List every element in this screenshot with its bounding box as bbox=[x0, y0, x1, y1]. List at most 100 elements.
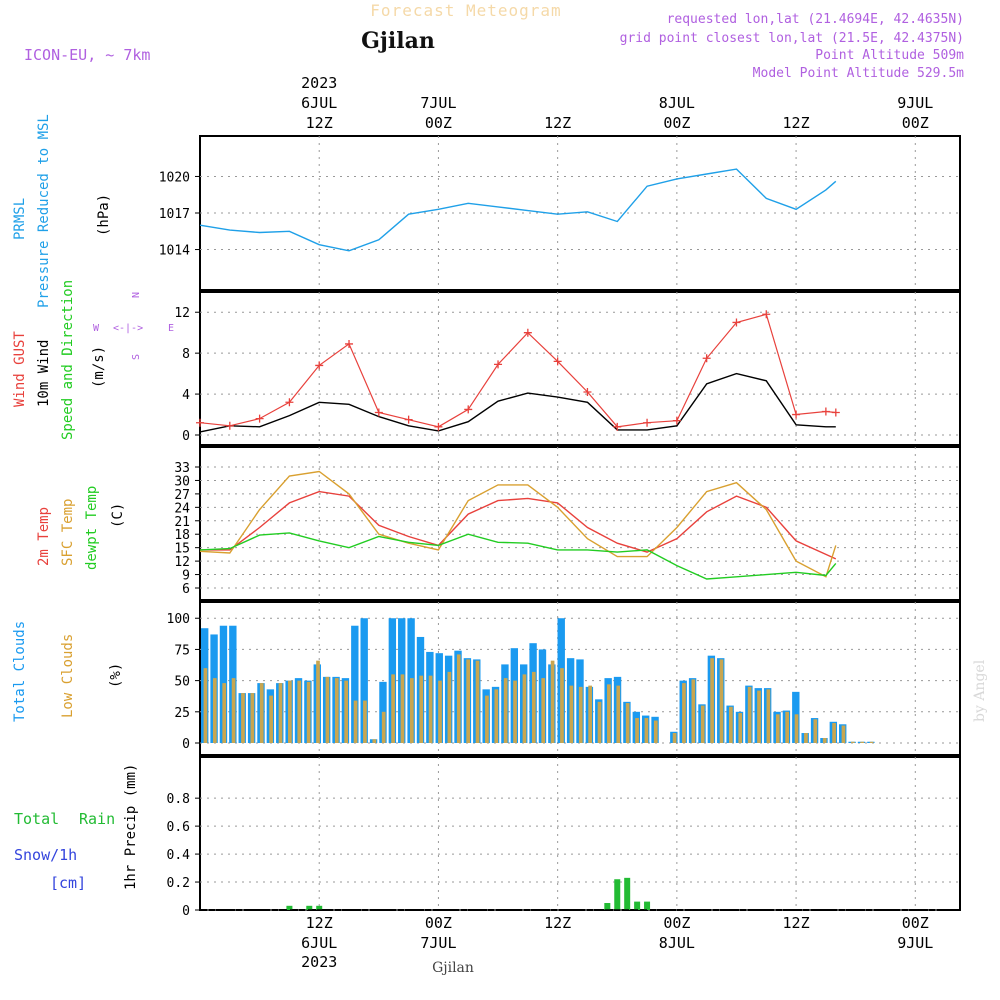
bottom-time-label-1-line2: 7JUL bbox=[420, 934, 456, 952]
bottom-time-label-3-line1: 00Z bbox=[663, 914, 690, 932]
gust-marker-13 bbox=[583, 388, 592, 397]
low-cloud-bar-6 bbox=[259, 683, 264, 743]
low-cloud-bar-69 bbox=[850, 741, 855, 743]
low-cloud-bar-13 bbox=[325, 676, 330, 743]
low-cloud-bar-10 bbox=[297, 680, 302, 743]
temp-labels: 2m Temp SFC Temp dewpt Temp (C) bbox=[36, 486, 126, 570]
top-time-label-5-line2: 9JUL bbox=[897, 94, 933, 112]
wind-line bbox=[199, 372, 836, 433]
ytick-label-temperature-2: 12 bbox=[174, 555, 190, 570]
low-cloud-bar-42 bbox=[597, 701, 602, 743]
gust-marker-20 bbox=[792, 410, 801, 419]
ytick-label-temperature-4: 18 bbox=[174, 528, 190, 543]
gust-marker-21 bbox=[821, 407, 830, 416]
wind-dir-label: Speed and Direction bbox=[60, 280, 76, 440]
gust-marker-9 bbox=[464, 405, 473, 414]
low-cloud-bar-52 bbox=[691, 679, 696, 743]
precip-labels: Total Rain Snow/1h [cm] 1hr Precip (mm) bbox=[14, 764, 139, 892]
bottom-time-label-0-line3: 2023 bbox=[301, 953, 337, 971]
low-cloud-bar-67 bbox=[832, 723, 836, 743]
bottom-time-label-5-line2: 9JUL bbox=[897, 934, 933, 952]
low-cloud-bar-48 bbox=[653, 720, 658, 743]
panel-frame-3 bbox=[199, 601, 961, 756]
gust-marker-0 bbox=[196, 418, 204, 427]
low-cloud-bar-55 bbox=[719, 659, 724, 743]
gust-marker-15 bbox=[643, 418, 652, 427]
low-cloud-bar-27 bbox=[456, 654, 461, 743]
low-cloud-bar-51 bbox=[682, 683, 686, 743]
axis-tick-labels: 1014101710200481269121518212427303302550… bbox=[159, 170, 200, 919]
low-cloud-bar-0 bbox=[203, 668, 208, 743]
top-time-label-3-line2: 8JUL bbox=[659, 94, 695, 112]
low-cloud-bar-57 bbox=[738, 713, 743, 743]
precip-cm-label: [cm] bbox=[50, 874, 86, 892]
low-cloud-bar-37 bbox=[550, 660, 555, 743]
ytick-label-clouds-4: 100 bbox=[167, 612, 190, 627]
top-time-label-5-line3: 00Z bbox=[902, 114, 929, 132]
compass-mid: <-|-> bbox=[113, 323, 143, 334]
ytick-label-wind-2: 8 bbox=[182, 347, 190, 362]
low-cloud-bar-54 bbox=[710, 658, 714, 743]
low-cloud-bar-30 bbox=[485, 695, 489, 743]
total-cloud-bar-17 bbox=[360, 618, 368, 743]
low-cloud-bar-35 bbox=[531, 671, 536, 743]
location-title: Gjilan bbox=[361, 28, 435, 54]
dewpt-line bbox=[199, 532, 837, 580]
low-cloud-bar-26 bbox=[447, 671, 452, 743]
top-time-label-4-line3: 12Z bbox=[783, 114, 810, 132]
ytick-label-clouds-2: 50 bbox=[174, 675, 190, 690]
ytick-label-temperature-5: 21 bbox=[174, 515, 190, 530]
ytick-label-wind-1: 4 bbox=[182, 388, 190, 403]
precip-total-label: Total bbox=[14, 810, 59, 828]
ytick-label-clouds-3: 75 bbox=[174, 643, 190, 658]
wind-label: 10m Wind bbox=[36, 340, 52, 407]
low-cloud-bar-40 bbox=[578, 686, 583, 743]
low-cloud-bar-41 bbox=[588, 685, 592, 743]
low-cloud-bar-20 bbox=[391, 674, 395, 743]
low-cloud-bar-45 bbox=[625, 703, 630, 743]
precip-bar-5 bbox=[624, 877, 631, 910]
low-cloud-bar-44 bbox=[616, 685, 621, 743]
pressure-label-2: Pressure Reduced to MSL bbox=[36, 114, 52, 308]
data-plots bbox=[196, 168, 960, 911]
low-cloud-bar-38 bbox=[560, 668, 564, 743]
ytick-label-temperature-6: 24 bbox=[174, 501, 190, 516]
low-cloud-bar-59 bbox=[757, 690, 761, 743]
low-cloud-bar-5 bbox=[250, 693, 255, 743]
low-cloud-bar-39 bbox=[569, 685, 574, 743]
low-cloud-bar-66 bbox=[822, 738, 827, 743]
top-time-label-0-line2: 6JUL bbox=[301, 94, 337, 112]
footer-location: Gjilan bbox=[432, 960, 474, 976]
gust-marker-4 bbox=[315, 361, 324, 370]
low-cloud-bar-47 bbox=[644, 718, 649, 743]
low-cloud-bar-19 bbox=[381, 711, 386, 743]
ytick-label-wind-3: 12 bbox=[174, 306, 190, 321]
cloud-unit: (%) bbox=[108, 663, 124, 688]
low-cloud-bar-63 bbox=[794, 714, 799, 743]
cloud-labels: Total Clouds Low Clouds (%) bbox=[12, 621, 124, 722]
low-cloud-bar-60 bbox=[766, 689, 771, 743]
low-cloud-bar-1 bbox=[212, 678, 217, 743]
low-cloud-bar-53 bbox=[700, 705, 705, 743]
temp-unit: (C) bbox=[110, 503, 126, 528]
ytick-label-pressure-2: 1020 bbox=[159, 170, 190, 185]
model-name: ICON-EU, ~ 7km bbox=[24, 46, 150, 64]
temp2m-label: 2m Temp bbox=[36, 507, 52, 566]
low-cloud-bar-31 bbox=[494, 689, 499, 743]
ytick-label-precipitation-0: 0 bbox=[182, 904, 190, 919]
temp2m-line bbox=[200, 490, 837, 560]
low-cloud-bar-16 bbox=[353, 700, 358, 743]
low-cloud-bar-61 bbox=[775, 714, 780, 743]
top-time-label-2-line3: 12Z bbox=[544, 114, 571, 132]
compass-rose: N S W E <-|-> bbox=[93, 292, 174, 360]
gust-marker-12 bbox=[553, 357, 562, 366]
total-cloud-bar-16 bbox=[351, 625, 359, 743]
ytick-label-precipitation-4: 0.8 bbox=[167, 792, 190, 807]
ytick-label-temperature-7: 27 bbox=[174, 488, 190, 503]
low-cloud-bar-65 bbox=[813, 719, 818, 743]
precip-rain-label: Rain bbox=[79, 810, 115, 828]
low-cloud-bar-9 bbox=[288, 680, 292, 743]
top-time-label-0-line3: 12Z bbox=[306, 114, 333, 132]
